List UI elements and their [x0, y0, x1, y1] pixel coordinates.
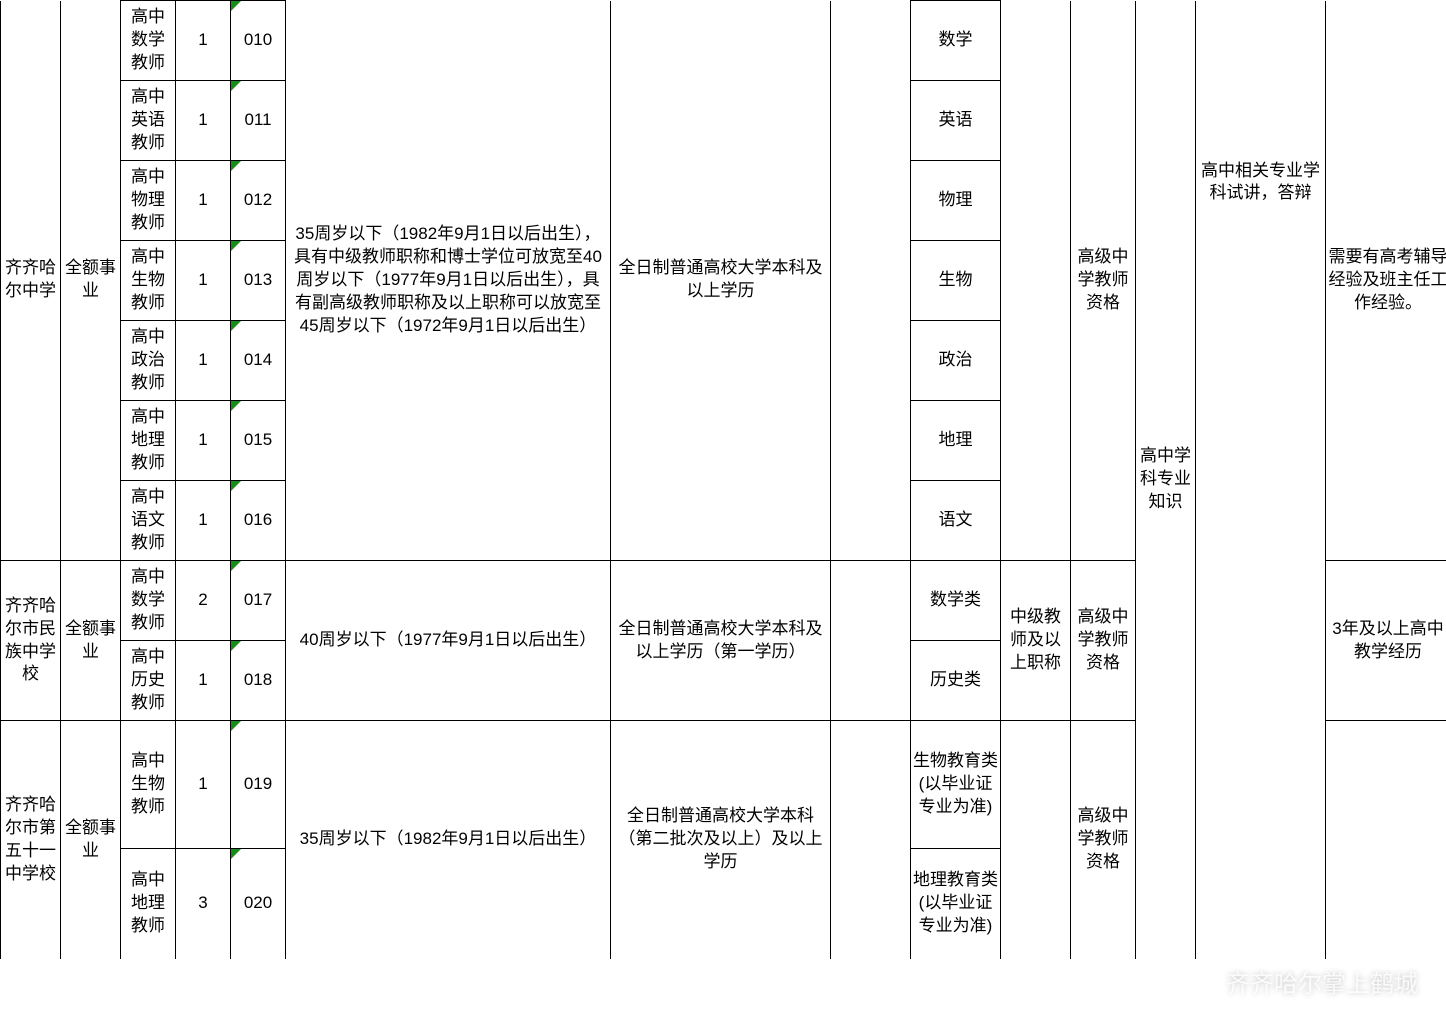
- position-code: 017: [231, 561, 286, 641]
- test-subject-cell: 高中学科专业知识: [1136, 1, 1196, 959]
- position-code: 010: [231, 1, 286, 81]
- position-code: 015: [231, 401, 286, 481]
- position-count: 1: [176, 241, 231, 321]
- position-count: 1: [176, 161, 231, 241]
- major-cell: 地理: [911, 401, 1001, 481]
- position-title: 高中语文教师: [121, 481, 176, 561]
- recruitment-table: 齐齐哈尔中学 全额事业 高中数学教师 1 010 35周岁以下（1982年9月1…: [0, 0, 1446, 959]
- education-requirement: 全日制普通高校大学本科及以上学历（第一学历）: [611, 561, 831, 721]
- interview-cell: 高中相关专业学科试讲，答辩: [1196, 1, 1326, 959]
- watermark: 齐齐哈尔掌上鹤城: [1170, 960, 1418, 1002]
- school-name-cell: 齐齐哈尔市第五十一中学校: [1, 721, 61, 959]
- blank-col-b: [1001, 721, 1071, 959]
- major-cell: 历史类: [911, 641, 1001, 721]
- age-requirement: 35周岁以下（1982年9月1日以后出生）: [286, 721, 611, 959]
- position-code: 012: [231, 161, 286, 241]
- watermark-text: 齐齐哈尔掌上鹤城: [1226, 964, 1418, 999]
- position-title: 高中数学教师: [121, 561, 176, 641]
- position-code: 019: [231, 721, 286, 849]
- page: 齐齐哈尔中学 全额事业 高中数学教师 1 010 35周岁以下（1982年9月1…: [0, 0, 1446, 1020]
- cert-cell: 高级中学教师资格: [1071, 561, 1136, 721]
- major-cell: 政治: [911, 321, 1001, 401]
- major-cell: 数学: [911, 1, 1001, 81]
- position-title: 高中物理教师: [121, 161, 176, 241]
- position-code: 013: [231, 241, 286, 321]
- position-count: 1: [176, 1, 231, 81]
- major-cell: 语文: [911, 481, 1001, 561]
- age-requirement: 40周岁以下（1977年9月1日以后出生）: [286, 561, 611, 721]
- major-cell: 物理: [911, 161, 1001, 241]
- blank-col-b: [1001, 1, 1071, 561]
- position-title: 高中生物教师: [121, 241, 176, 321]
- position-count: 1: [176, 481, 231, 561]
- blank-col-a: [831, 721, 911, 959]
- interview-text: 高中相关专业学科试讲，答辩: [1198, 160, 1323, 206]
- other-req-cell: [1326, 721, 1446, 959]
- position-count: 2: [176, 561, 231, 641]
- position-code: 016: [231, 481, 286, 561]
- position-count: 1: [176, 81, 231, 161]
- school-name-cell: 齐齐哈尔中学: [1, 1, 61, 561]
- position-code: 020: [231, 849, 286, 959]
- blank-col-a: [831, 1, 911, 561]
- position-code: 011: [231, 81, 286, 161]
- major-cell: 英语: [911, 81, 1001, 161]
- position-title: 高中政治教师: [121, 321, 176, 401]
- position-count: 1: [176, 721, 231, 849]
- major-cell: 生物教育类(以毕业证专业为准): [911, 721, 1001, 849]
- position-title: 高中英语教师: [121, 81, 176, 161]
- unit-type-cell: 全额事业: [61, 561, 121, 721]
- age-requirement: 35周岁以下（1982年9月1日以后出生），具有中级教师职称和博士学位可放宽至4…: [286, 1, 611, 561]
- position-title: 高中生物教师: [121, 721, 176, 849]
- wechat-icon: [1170, 960, 1212, 1002]
- major-cell: 生物: [911, 241, 1001, 321]
- cert-cell: 高级中学教师资格: [1071, 721, 1136, 959]
- position-code: 018: [231, 641, 286, 721]
- blank-col-a: [831, 561, 911, 721]
- position-title: 高中地理教师: [121, 401, 176, 481]
- position-count: 1: [176, 641, 231, 721]
- unit-type-cell: 全额事业: [61, 1, 121, 561]
- position-count: 1: [176, 321, 231, 401]
- education-requirement: 全日制普通高校大学本科（第二批次及以上）及以上学历: [611, 721, 831, 959]
- other-req-cell: 3年及以上高中教学经历: [1326, 561, 1446, 721]
- unit-type-cell: 全额事业: [61, 721, 121, 959]
- cert-cell: 高级中学教师资格: [1071, 1, 1136, 561]
- school-name-cell: 齐齐哈尔市民族中学校: [1, 561, 61, 721]
- major-cell: 数学类: [911, 561, 1001, 641]
- title-req-cell: 中级教师及以上职称: [1001, 561, 1071, 721]
- position-title: 高中历史教师: [121, 641, 176, 721]
- position-code: 014: [231, 321, 286, 401]
- education-requirement: 全日制普通高校大学本科及以上学历: [611, 1, 831, 561]
- position-title: 高中数学教师: [121, 1, 176, 81]
- major-cell: 地理教育类(以毕业证专业为准): [911, 849, 1001, 959]
- position-count: 3: [176, 849, 231, 959]
- other-req-cell: 需要有高考辅导经验及班主任工作经验。: [1326, 1, 1446, 561]
- position-title: 高中地理教师: [121, 849, 176, 959]
- position-count: 1: [176, 401, 231, 481]
